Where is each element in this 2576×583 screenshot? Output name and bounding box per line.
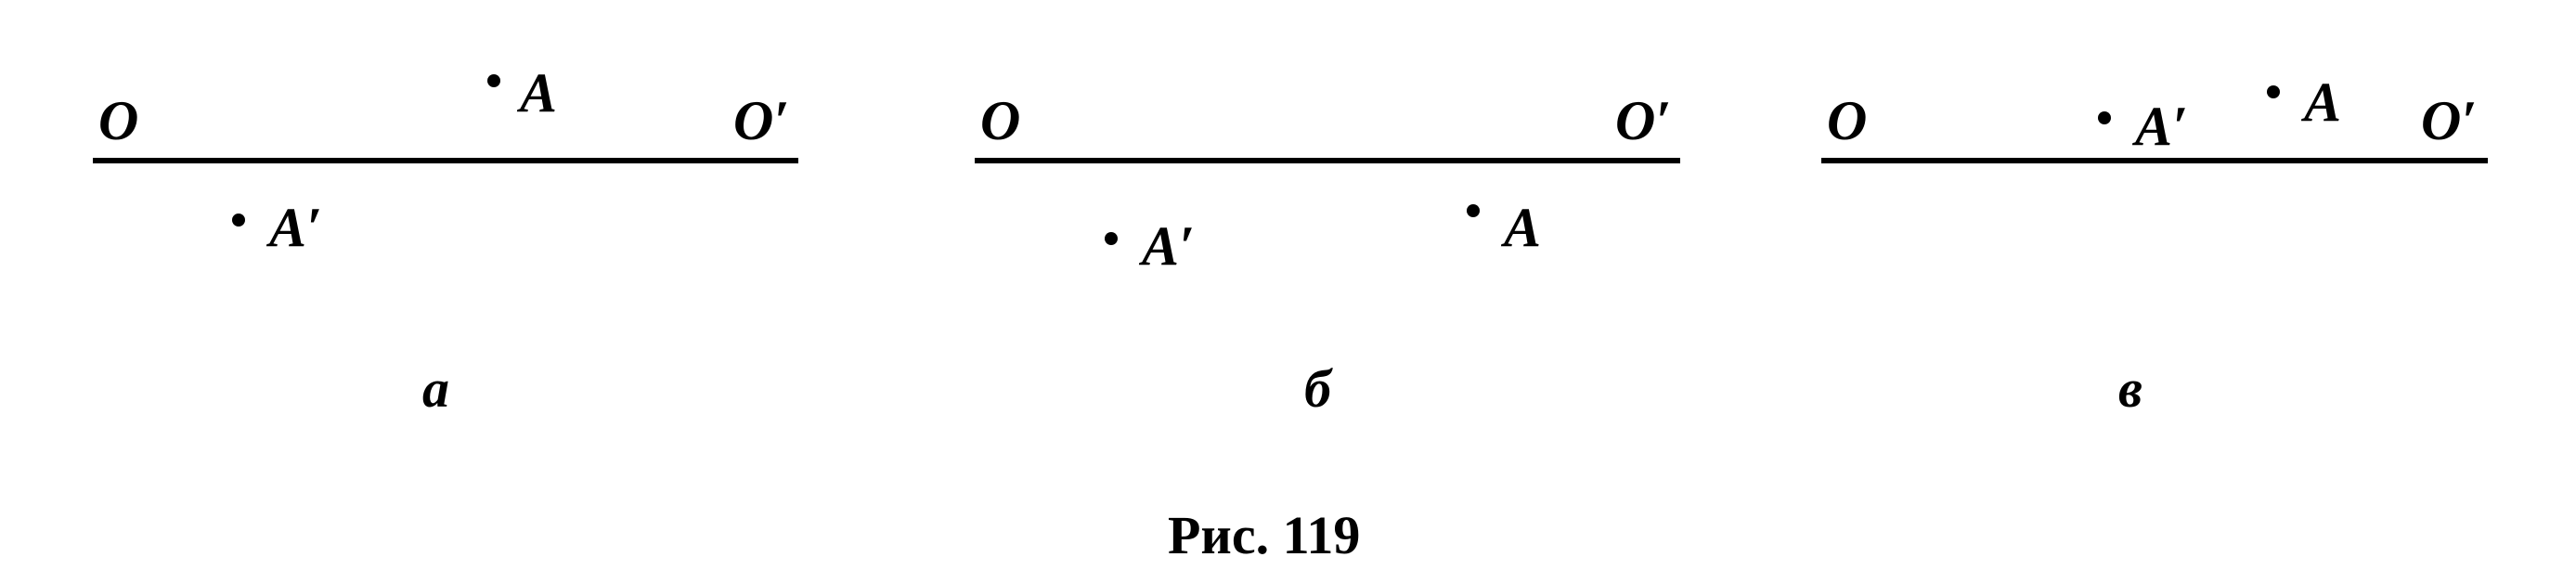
label-A-a: A: [520, 65, 557, 121]
point-A-b: [1467, 204, 1480, 217]
panel-label-a: а: [422, 362, 449, 416]
label-O-a: O: [98, 93, 138, 149]
axis-line-a: [93, 158, 798, 163]
label-Aprime-a: A′: [269, 200, 322, 255]
panel-label-c: в: [2118, 362, 2142, 416]
label-O-b: O: [980, 93, 1020, 149]
axis-line-b: [975, 158, 1680, 163]
axis-line-c: [1821, 158, 2488, 163]
label-O-c: O: [1827, 93, 1867, 149]
label-Oprime-b: O′: [1615, 93, 1671, 149]
figure-caption: Рис. 119: [1168, 509, 1360, 563]
label-Oprime-a: O′: [733, 93, 789, 149]
label-Oprime-c: O′: [2421, 93, 2477, 149]
label-Aprime-c: A′: [2135, 98, 2188, 154]
label-A-b: A: [1504, 200, 1541, 255]
label-Aprime-b: A′: [1142, 218, 1195, 274]
point-Aprime-b: [1105, 232, 1118, 245]
figure-canvas: O O′ A A′ а O O′ A A′ б O O′ A A′ в Рис.…: [0, 0, 2576, 583]
panel-label-b: б: [1304, 362, 1331, 416]
point-A-a: [487, 74, 500, 87]
point-A-c: [2267, 85, 2280, 98]
label-A-c: A: [2304, 74, 2341, 130]
point-Aprime-c: [2098, 111, 2111, 124]
point-Aprime-a: [232, 214, 245, 227]
